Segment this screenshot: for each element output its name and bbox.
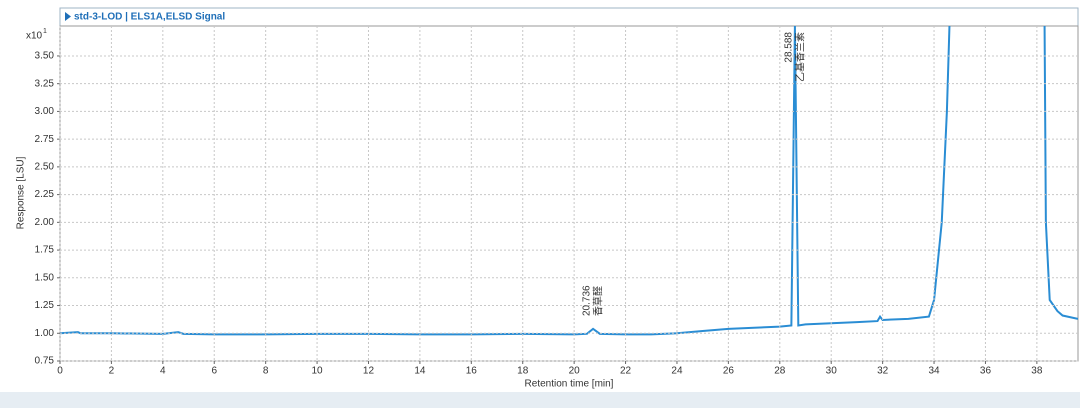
peak-time-label: 28.588 bbox=[784, 32, 795, 63]
y-tick-label: 3.00 bbox=[35, 106, 55, 117]
y-tick-label: 3.50 bbox=[35, 51, 55, 62]
y-tick-label: 1.50 bbox=[35, 272, 55, 283]
plot-area bbox=[60, 26, 1078, 336]
x-tick-label: 2 bbox=[109, 366, 115, 377]
x-tick-label: 20 bbox=[569, 366, 581, 377]
x-tick-label: 4 bbox=[160, 366, 166, 377]
x-tick-label: 8 bbox=[263, 366, 269, 377]
x-tick-label: 14 bbox=[414, 366, 426, 377]
status-strip bbox=[0, 392, 1080, 408]
x-tick-label: 10 bbox=[312, 366, 324, 377]
x-tick-label: 12 bbox=[363, 366, 375, 377]
y-tick-label: 0.75 bbox=[35, 356, 55, 367]
y-tick-label: 1.25 bbox=[35, 300, 55, 311]
peak-compound-label: 乙基香兰素 bbox=[794, 32, 807, 82]
y-tick-label: 2.25 bbox=[35, 189, 55, 200]
x-tick-label: 36 bbox=[980, 366, 992, 377]
x-tick-label: 18 bbox=[517, 366, 529, 377]
x-tick-label: 38 bbox=[1031, 366, 1043, 377]
y-tick-label: 1.75 bbox=[35, 245, 55, 256]
y-multiplier: x10 bbox=[26, 31, 43, 42]
x-tick-label: 0 bbox=[57, 366, 63, 377]
plot-frame bbox=[59, 25, 1079, 362]
x-tick-label: 30 bbox=[826, 366, 838, 377]
y-tick-label: 1.00 bbox=[35, 328, 55, 339]
x-axis-label: Retention time [min] bbox=[525, 379, 614, 390]
peak-time-label: 20.736 bbox=[582, 285, 593, 316]
y-tick-label: 2.75 bbox=[35, 134, 55, 145]
title-icon bbox=[65, 12, 71, 21]
y-tick-label: 2.00 bbox=[35, 217, 55, 228]
y-tick-label: 3.25 bbox=[35, 78, 55, 89]
y-axis-label: Response [LSU] bbox=[16, 156, 27, 229]
x-tick-label: 24 bbox=[671, 366, 683, 377]
x-tick-label: 28 bbox=[774, 366, 786, 377]
chart-title: std-3-LOD | ELS1A,ELSD Signal bbox=[74, 12, 225, 23]
x-tick-label: 22 bbox=[620, 366, 632, 377]
signal-line bbox=[60, 26, 1078, 336]
x-tick-label: 6 bbox=[211, 366, 217, 377]
y-multiplier-exp: 1 bbox=[43, 28, 47, 35]
x-tick-label: 26 bbox=[723, 366, 735, 377]
y-tick-label: 2.50 bbox=[35, 162, 55, 173]
peak-compound-label: 香草醛 bbox=[592, 286, 605, 316]
x-tick-label: 32 bbox=[877, 366, 889, 377]
x-tick-label: 16 bbox=[466, 366, 478, 377]
x-tick-label: 34 bbox=[928, 366, 940, 377]
